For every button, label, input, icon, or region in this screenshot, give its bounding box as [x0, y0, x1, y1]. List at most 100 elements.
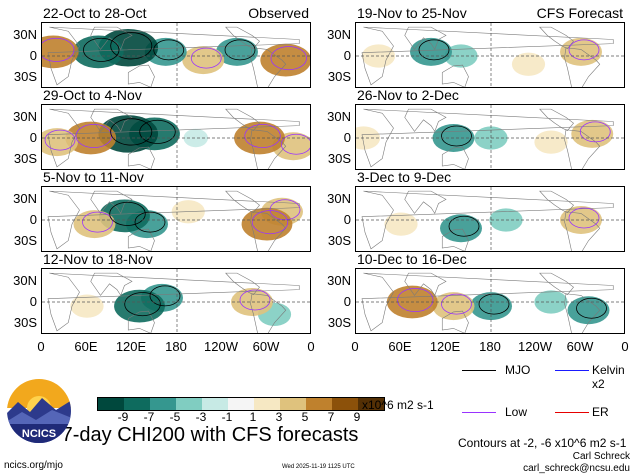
panel-title: 22-Oct to 28-Oct — [43, 5, 147, 21]
panel-title: 12-Nov to 18-Nov — [43, 251, 153, 267]
panel-title: 10-Dec to 16-Dec — [357, 251, 467, 267]
contour-line — [441, 293, 472, 315]
continent-outline — [225, 26, 260, 49]
lon-tick-label: 180 — [479, 339, 501, 354]
contour-line — [149, 285, 181, 307]
colorbar-swatch — [254, 398, 280, 410]
contour-line — [441, 125, 472, 147]
lat-tick-label: 30S — [13, 69, 37, 84]
anomaly-cell — [260, 43, 310, 77]
legend-label-mjo: MJO — [505, 363, 531, 377]
lat-tick-label: 30N — [13, 273, 37, 288]
anomaly-cell — [72, 35, 124, 69]
logo-text: NCICS — [22, 428, 56, 440]
map-panel-8 — [355, 268, 625, 334]
panel-map-svg — [42, 187, 310, 251]
panel-title: 19-Nov to 25-Nov — [357, 5, 467, 21]
lon-tick-label: 0 — [307, 339, 315, 354]
continent-outline — [539, 190, 574, 213]
contour-line — [244, 123, 281, 149]
continent-outline — [361, 26, 614, 86]
contour-line — [82, 211, 113, 233]
contours-note: Contours at -2, -6 x10^6 m2 s-1 — [458, 436, 627, 450]
panel-map-svg — [42, 105, 310, 169]
lon-tick-label: 60W — [252, 339, 280, 354]
lon-tick-label: 120W — [204, 339, 238, 354]
map-panel-1 — [41, 22, 311, 88]
colorbar-swatch — [150, 398, 176, 410]
contour-line — [134, 211, 166, 233]
colorbar-tick-label: -1 — [221, 410, 233, 424]
lat-tick-label: 30S — [327, 151, 351, 166]
lat-tick-label: 30S — [327, 233, 351, 248]
colorbar-swatch — [202, 398, 228, 410]
continent-outline — [404, 26, 447, 51]
contour-line — [83, 37, 120, 62]
colorbar-tick-label: -3 — [195, 410, 207, 424]
anomaly-cell — [65, 121, 117, 155]
lat-tick-label: 0 — [29, 130, 37, 145]
continent-outline — [47, 108, 300, 168]
lat-tick-label: 0 — [343, 48, 351, 63]
continent-outline — [361, 108, 614, 168]
continent-outline — [564, 293, 601, 333]
colorbar-swatch — [358, 398, 384, 410]
contour-line — [270, 46, 307, 71]
colorbar-tick-label: -7 — [143, 410, 155, 424]
contour-line — [124, 292, 161, 317]
ncics-logo: NCICS — [6, 378, 72, 444]
panel-map-svg — [356, 187, 624, 251]
continent-outline — [441, 64, 469, 87]
contour-line — [239, 289, 271, 311]
lat-tick-label: 0 — [29, 294, 37, 309]
legend-line-low — [462, 412, 496, 413]
contour-line — [110, 32, 153, 60]
site-link[interactable]: ncics.org/mjo — [4, 460, 63, 471]
colorbar-tick-label: 3 — [275, 410, 283, 424]
lat-tick-label: 30S — [13, 151, 37, 166]
anomaly-cell — [114, 289, 165, 323]
legend-line-er — [555, 412, 589, 413]
continent-outline — [47, 190, 300, 250]
anomaly-cell — [183, 128, 208, 148]
colorbar-swatch — [98, 398, 124, 410]
colorbar-tick-label: 9 — [353, 410, 361, 424]
lat-tick-label: 30S — [327, 315, 351, 330]
continent-outline — [564, 47, 601, 87]
continent-outline — [90, 108, 133, 133]
legend-label-low: Low — [505, 405, 528, 419]
continent-outline — [127, 310, 155, 333]
lat-tick-label: 30S — [13, 315, 37, 330]
main-title: 7-day CHI200 with CFS forecasts — [61, 424, 359, 446]
author-email[interactable]: carl_schreck@ncsu.edu — [523, 463, 630, 474]
contour-line — [153, 39, 185, 61]
lon-tick-label: 120E — [115, 339, 147, 354]
anomaly-cell — [182, 46, 225, 75]
continent-outline — [441, 310, 469, 333]
contour-line — [448, 215, 480, 237]
colorbar-tick-label: 7 — [327, 410, 335, 424]
colorbar-swatch — [332, 398, 358, 410]
anomaly-cell — [384, 212, 418, 236]
lon-tick-label: 120E — [429, 339, 461, 354]
continent-outline — [225, 272, 260, 295]
contour-line — [44, 129, 76, 151]
anomaly-cell — [432, 292, 475, 321]
lat-tick-label: 0 — [29, 212, 37, 227]
colorbar-swatch — [306, 398, 332, 410]
anomaly-cell — [70, 294, 104, 318]
timestamp: Wed 2025-11-19 1125 UTC — [282, 464, 355, 470]
continent-outline — [127, 64, 155, 87]
panel-title: 3-Dec to 9-Dec — [357, 169, 452, 185]
map-panel-2 — [41, 104, 311, 170]
lat-tick-label: 30N — [13, 109, 37, 124]
continent-outline — [361, 190, 614, 250]
contour-line — [110, 118, 153, 146]
panel-map-svg — [356, 105, 624, 169]
lat-tick-label: 0 — [343, 294, 351, 309]
anomaly-cell — [241, 207, 293, 241]
lat-tick-label: 0 — [343, 212, 351, 227]
legend-line-mjo — [462, 370, 496, 371]
continent-outline — [250, 293, 287, 333]
anomaly-cell — [42, 35, 79, 69]
